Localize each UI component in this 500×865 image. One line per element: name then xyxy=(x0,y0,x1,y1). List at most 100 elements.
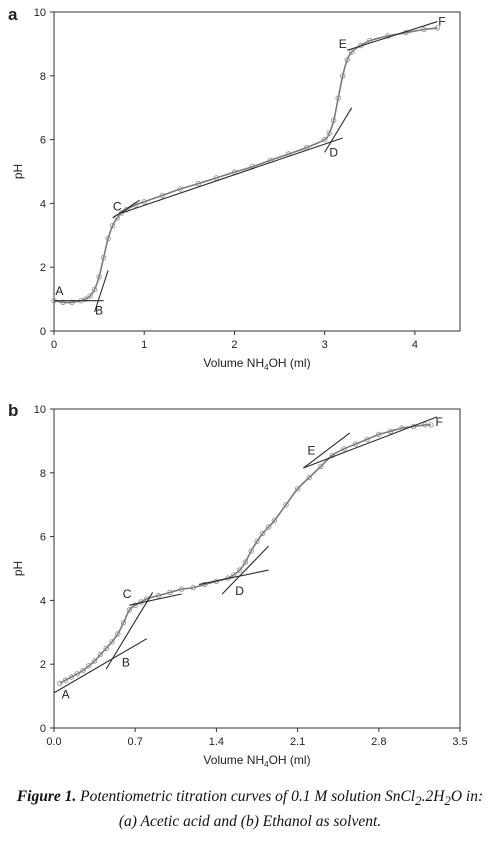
y-tick-label: 2 xyxy=(40,262,46,274)
data-point-marker xyxy=(283,502,289,508)
x-tick-label: 2.1 xyxy=(290,736,305,748)
data-point-marker xyxy=(260,530,266,537)
point-label: E xyxy=(339,37,347,51)
y-tick-label: 8 xyxy=(40,468,46,480)
titration-curve xyxy=(53,27,438,304)
data-point-marker xyxy=(341,446,347,452)
data-point-marker xyxy=(254,538,260,545)
tangent-line xyxy=(221,545,269,595)
data-point-marker xyxy=(326,130,332,136)
data-point-marker xyxy=(242,559,249,565)
x-axis-label-main: Volume NH xyxy=(203,753,264,767)
data-point-marker xyxy=(318,463,324,470)
y-tick-label: 6 xyxy=(40,135,46,147)
x-axis-label-main: Volume NH xyxy=(203,356,264,370)
data-point-marker xyxy=(120,620,127,626)
data-point-marker xyxy=(114,215,120,221)
y-tick-label: 4 xyxy=(40,198,46,210)
data-point-marker xyxy=(422,422,428,428)
data-point-marker xyxy=(87,293,93,299)
caption-text-mid: .2H xyxy=(421,788,445,805)
x-axis-label: Volume NH4OH (ml) xyxy=(203,356,310,372)
x-axis-label-tail: OH (ml) xyxy=(269,753,311,767)
data-point-marker xyxy=(103,645,109,651)
point-label: C xyxy=(123,587,132,601)
x-tick-label: 0.7 xyxy=(128,736,143,748)
point-label: B xyxy=(95,303,103,317)
data-point-marker xyxy=(364,436,370,442)
point-label: E xyxy=(308,443,316,457)
caption-subscript-2: 2 xyxy=(444,793,451,809)
data-point-marker xyxy=(376,431,382,438)
y-tick-label: 10 xyxy=(34,7,46,19)
data-point-marker xyxy=(100,254,107,261)
data-point-marker xyxy=(132,602,138,608)
y-tick-label: 8 xyxy=(40,71,46,83)
data-point-marker xyxy=(202,581,208,588)
tangent-line xyxy=(303,432,351,469)
data-point-marker xyxy=(387,428,394,434)
data-point-marker xyxy=(265,524,272,530)
point-label: D xyxy=(235,584,244,598)
caption-text-tail: O in: (a) Acetic acid and (b) Ethanol as… xyxy=(118,788,484,831)
data-point-marker xyxy=(80,667,86,674)
plot-frame xyxy=(53,11,461,332)
data-point-marker xyxy=(91,658,98,664)
data-point-marker xyxy=(352,441,359,447)
data-point-marker xyxy=(60,299,66,305)
caption-text: Potentiometric titration curves of 0.1 M… xyxy=(76,788,416,805)
tangent-line xyxy=(94,270,109,313)
data-point-marker xyxy=(82,296,89,302)
data-point-marker xyxy=(74,671,80,677)
data-point-marker xyxy=(421,26,427,33)
data-point-marker xyxy=(105,235,111,242)
x-tick-label: 2 xyxy=(231,339,237,351)
data-point-marker xyxy=(109,639,115,645)
data-point-marker xyxy=(141,199,147,205)
tangent-line xyxy=(198,569,269,585)
y-tick-label: 6 xyxy=(40,532,46,544)
data-point-marker xyxy=(385,33,391,39)
data-point-marker xyxy=(213,175,220,181)
point-label: D xyxy=(329,145,338,159)
caption-lead: Figure 1. xyxy=(16,788,77,805)
tangent-line xyxy=(53,638,148,694)
data-point-marker xyxy=(69,299,75,305)
y-tick-label: 0 xyxy=(40,326,46,338)
point-label: C xyxy=(113,200,122,214)
data-point-marker xyxy=(248,548,254,554)
x-axis-label: Volume NH4OH (ml) xyxy=(203,753,310,769)
data-point-marker xyxy=(97,651,104,658)
data-point-marker xyxy=(62,677,69,683)
data-point-marker xyxy=(306,474,312,481)
point-label: F xyxy=(435,415,442,429)
tangent-line xyxy=(303,416,437,469)
tangent-line xyxy=(324,107,353,153)
data-point-marker xyxy=(322,136,328,143)
plot-frame xyxy=(53,408,461,729)
x-axis-label-tail: OH (ml) xyxy=(269,356,311,370)
y-tick-label: 2 xyxy=(40,659,46,671)
tangent-line xyxy=(112,199,141,219)
data-point-marker xyxy=(178,586,185,592)
data-point-marker xyxy=(91,286,98,293)
data-point-marker xyxy=(167,589,173,596)
data-point-marker xyxy=(335,95,341,101)
point-label: F xyxy=(438,15,445,29)
data-point-marker xyxy=(329,452,336,458)
y-tick-label: 10 xyxy=(34,404,46,416)
x-axis-label-subscript: 4 xyxy=(264,363,269,372)
data-point-marker xyxy=(236,567,243,573)
data-point-marker xyxy=(115,631,121,637)
data-point-marker xyxy=(123,207,129,213)
data-point-marker xyxy=(195,180,202,187)
x-tick-label: 3.5 xyxy=(452,736,467,748)
data-point-marker xyxy=(155,592,162,599)
data-point-marker xyxy=(294,486,301,492)
tangent-line xyxy=(121,137,343,214)
data-point-marker xyxy=(68,674,75,680)
x-axis-label-subscript: 4 xyxy=(264,760,269,769)
y-axis-label: pH xyxy=(11,164,25,179)
